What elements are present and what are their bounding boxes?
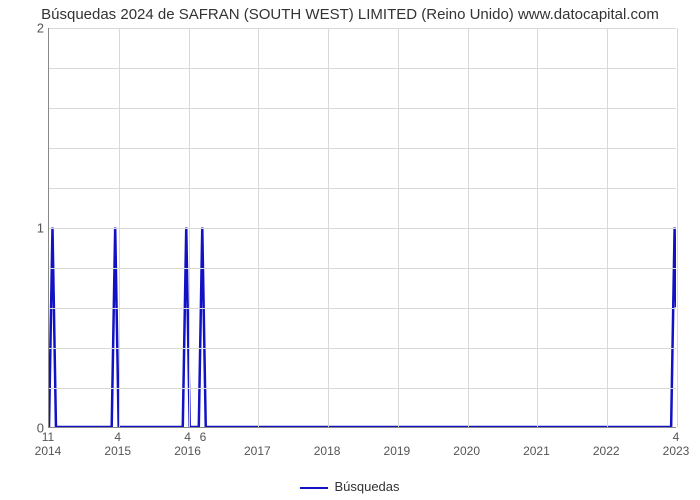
x-tick-label: 2019: [384, 444, 411, 458]
data-point-label: 4: [184, 430, 191, 444]
grid-horizontal-minor: [49, 268, 676, 269]
legend-swatch: [300, 487, 328, 489]
grid-horizontal-minor: [49, 348, 676, 349]
x-tick-label: 2021: [523, 444, 550, 458]
grid-horizontal-minor: [49, 188, 676, 189]
y-tick-label: 1: [28, 221, 44, 236]
grid-vertical: [677, 28, 678, 427]
x-tick-label: 2014: [35, 444, 62, 458]
data-point-label: 4: [114, 430, 121, 444]
x-tick-label: 2016: [174, 444, 201, 458]
y-tick-label: 2: [28, 21, 44, 36]
grid-horizontal-minor: [49, 148, 676, 149]
x-tick-label: 2020: [453, 444, 480, 458]
x-tick-label: 2015: [104, 444, 131, 458]
chart-title: Búsquedas 2024 de SAFRAN (SOUTH WEST) LI…: [0, 6, 700, 23]
grid-horizontal-minor: [49, 108, 676, 109]
legend: Búsquedas: [0, 479, 700, 494]
grid-horizontal: [49, 228, 676, 229]
x-tick-label: 2023: [663, 444, 690, 458]
plot-area: [48, 28, 676, 428]
chart-container: Búsquedas 2024 de SAFRAN (SOUTH WEST) LI…: [0, 0, 700, 500]
x-tick-label: 2022: [593, 444, 620, 458]
x-tick-label: 2018: [314, 444, 341, 458]
legend-label: Búsquedas: [334, 479, 399, 494]
data-point-label: 4: [673, 430, 680, 444]
grid-horizontal-minor: [49, 388, 676, 389]
data-point-label: 6: [200, 430, 207, 444]
grid-horizontal-minor: [49, 68, 676, 69]
x-tick-label: 2017: [244, 444, 271, 458]
grid-horizontal: [49, 28, 676, 29]
grid-horizontal-minor: [49, 308, 676, 309]
data-point-label: 11: [42, 430, 54, 444]
